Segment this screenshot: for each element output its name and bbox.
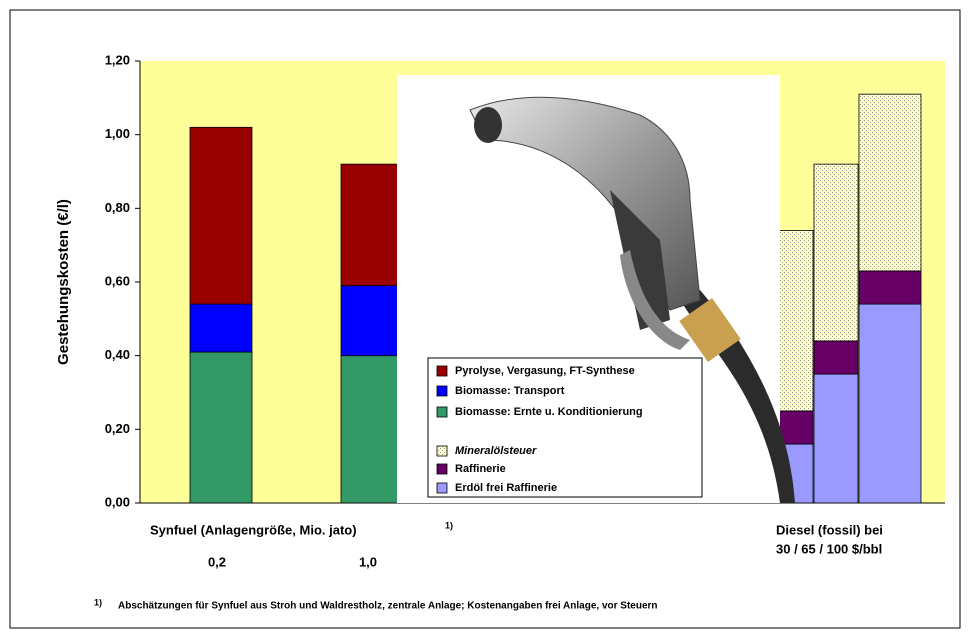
x-tick-label: 0,2 bbox=[208, 554, 226, 569]
y-axis-label: Gestehungskosten (€/l) bbox=[55, 199, 72, 365]
legend-label: Mineralölsteuer bbox=[455, 445, 537, 457]
legend-label: Biomasse: Transport bbox=[455, 385, 565, 397]
group-label: Diesel (fossil) bei bbox=[776, 522, 883, 537]
group-label: Synfuel (Anlagengröße, Mio. jato) bbox=[150, 522, 357, 537]
bar-segment bbox=[859, 271, 921, 304]
y-tick-label: 1,20 bbox=[105, 52, 130, 67]
legend-label: Biomasse: Ernte u. Konditionierung bbox=[455, 406, 643, 418]
legend-label: Erdöl frei Raffinerie bbox=[455, 482, 557, 494]
legend-swatch bbox=[437, 483, 447, 493]
bar-segment bbox=[341, 164, 403, 286]
legend-swatch bbox=[437, 386, 447, 396]
y-tick-label: 0,60 bbox=[105, 273, 130, 288]
legend-swatch bbox=[437, 407, 447, 417]
bar-segment bbox=[859, 94, 921, 271]
footnote-marker: 1) bbox=[94, 597, 102, 607]
legend-swatch bbox=[437, 446, 447, 456]
legend-swatch bbox=[437, 464, 447, 474]
y-tick-label: 1,00 bbox=[105, 126, 130, 141]
chart: 0,00 0,20 0,40 0,60 0,80 1,00 1,20 Gestehungsko… bbox=[0, 0, 971, 639]
bar-segment bbox=[814, 164, 858, 341]
bar-segment bbox=[341, 356, 403, 503]
bar-segment bbox=[190, 352, 252, 503]
group-label: 30 / 65 / 100 $/bbl bbox=[776, 541, 882, 556]
bar-segment bbox=[814, 374, 858, 503]
footnote-marker: 1) bbox=[445, 520, 453, 530]
y-tick-label: 0,40 bbox=[105, 347, 130, 362]
bar-segment bbox=[814, 341, 858, 374]
y-tick-label: 0,00 bbox=[105, 494, 130, 509]
bar-segment bbox=[190, 127, 252, 304]
footnote: Abschätzungen für Synfuel aus Stroh und … bbox=[118, 601, 658, 612]
y-tick-label: 0,20 bbox=[105, 421, 130, 436]
y-tick-label: 0,80 bbox=[105, 200, 130, 215]
legend-swatch bbox=[437, 366, 447, 376]
bar-segment bbox=[859, 304, 921, 503]
legend-label: Pyrolyse, Vergasung, FT-Synthese bbox=[455, 365, 635, 377]
bar-segment bbox=[341, 286, 403, 356]
legend-label: Raffinerie bbox=[455, 463, 506, 475]
bar-segment bbox=[190, 304, 252, 352]
legend: Biomasse: Ernte u. Konditionierung Biomas… bbox=[428, 358, 702, 497]
x-tick-label: 1,0 bbox=[359, 554, 377, 569]
